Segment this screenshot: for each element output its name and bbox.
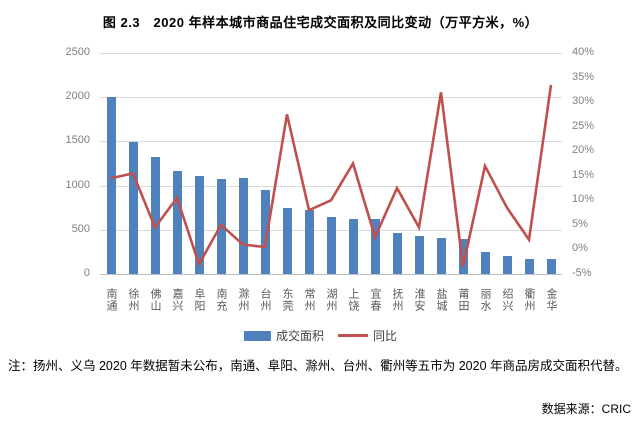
category-label: 徐州 [127,288,139,312]
category-label: 湖州 [325,288,337,312]
right-axis-tick: 30% [572,95,595,108]
bar [106,97,116,274]
bar [304,210,314,274]
left-axis-tick: 2500 [65,46,90,58]
bar [480,252,490,274]
legend-line-label: 同比 [373,329,398,343]
chart-title: 图 2.3 2020 年样本城市商品住宅成交面积及同比变动（万平方米，%） [102,15,539,30]
category-label: 抚州 [391,288,403,312]
gridline [100,185,562,187]
bar [238,178,248,274]
gridline [100,97,562,99]
category-label: 宜春 [369,288,381,312]
category-label: 上饶 [347,288,359,312]
footnote: 注：扬州、义乌 2020 年数据暂未公布，南通、阜阳、滁州、台州、衢州等五市为 … [8,359,628,373]
category-label: 淮安 [413,288,425,312]
legend-bar-label: 成交面积 [275,329,324,343]
legend-item-yoy: 同比 [338,327,397,344]
line-swatch-icon [338,334,368,337]
category-label: 佛山 [149,288,161,312]
bar [524,259,534,274]
bar [194,176,204,274]
category-label: 阜阳 [193,288,205,312]
bar [502,255,512,274]
category-label: 盐城 [435,288,447,312]
bar [150,157,160,274]
right-axis-tick: 35% [572,70,595,83]
left-axis-tick: 0 [83,267,90,279]
bar-swatch-icon [243,330,271,341]
right-axis-tick: 25% [572,119,595,132]
bar [414,235,424,274]
bar [326,216,336,274]
left-axis-tick: 500 [71,222,90,235]
bar [458,238,468,274]
bar [128,141,138,274]
left-axis-tick: 1500 [65,134,90,147]
bar [216,178,226,274]
gridline [100,141,562,143]
category-label: 滁州 [237,288,249,312]
bar [546,258,556,274]
category-label: 台州 [259,288,271,312]
bar [392,233,402,274]
bar [260,189,270,274]
bar [370,219,380,274]
bar [348,219,358,274]
left-axis-tick: 2000 [65,90,90,103]
legend-item-area: 成交面积 [243,327,324,344]
category-label: 南充 [215,288,227,312]
category-label: 嘉兴 [171,288,183,312]
right-axis-tick: 10% [572,193,595,206]
legend: 成交面积 同比 [0,327,641,344]
x-axis-line [100,274,562,275]
category-label: 东莞 [281,288,293,312]
right-axis-tick: 5% [572,217,588,230]
category-label: 丽水 [479,288,491,312]
data-source: 数据来源：CRIC [541,402,631,416]
right-axis-tick: -5% [572,267,592,279]
bar [282,207,292,274]
right-axis-tick: 20% [572,144,595,157]
right-axis-tick: 40% [572,46,595,58]
left-axis-tick: 1000 [65,178,90,191]
bar [436,237,446,274]
right-axis-tick: 0% [572,242,588,255]
gridline [100,53,562,54]
category-label: 莆田 [457,288,469,312]
category-label: 常州 [303,288,315,312]
category-label: 金华 [545,288,557,312]
bar [172,170,182,274]
category-label: 衢州 [523,288,535,312]
category-label: 南通 [105,288,117,312]
category-label: 绍兴 [501,288,513,312]
right-axis-tick: 15% [572,168,595,181]
